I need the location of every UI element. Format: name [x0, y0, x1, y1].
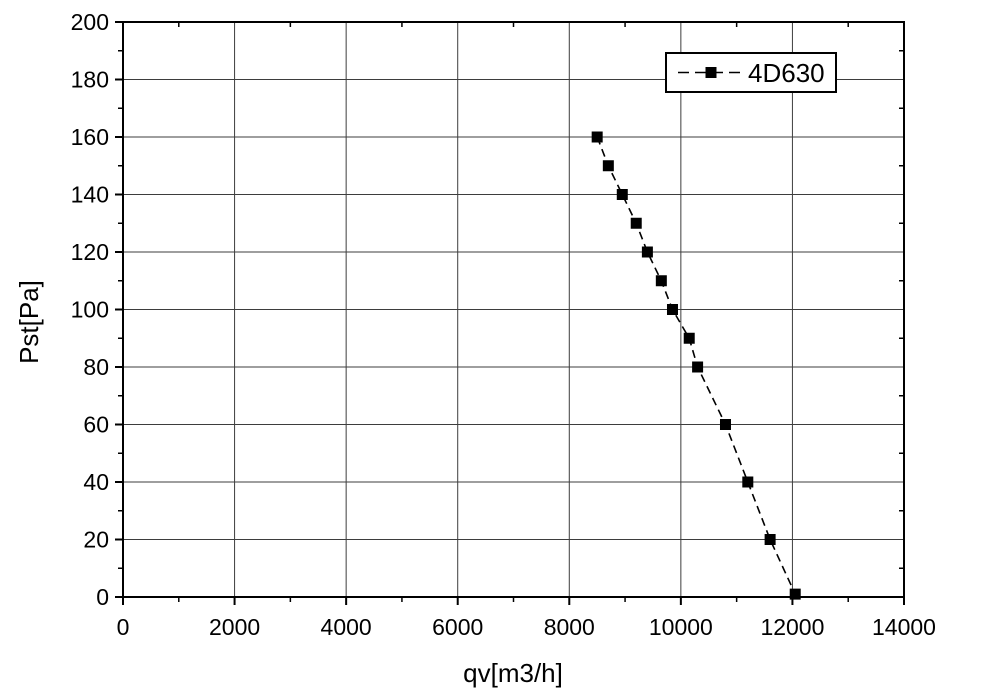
series-point-marker — [591, 131, 603, 143]
series-point-marker — [641, 246, 653, 258]
tick-labels: 0 2000 4000 6000 8000 10000 12000 14000 0 20 40 60 8… — [71, 9, 936, 640]
y-tick-label: 0 — [96, 584, 109, 610]
x-axis-title: qv[m3/h] — [463, 658, 563, 688]
x-tick-label: 2000 — [209, 614, 260, 640]
y-tick-label: 140 — [71, 182, 109, 208]
y-tick-label: 20 — [83, 527, 109, 553]
x-tick-label: 12000 — [760, 614, 824, 640]
y-tick-label: 40 — [83, 469, 109, 495]
x-tick-label: 0 — [117, 614, 130, 640]
legend: 4D630 — [665, 52, 837, 93]
series-point-marker — [683, 332, 695, 344]
x-tick-label: 10000 — [649, 614, 713, 640]
gridlines — [123, 22, 904, 597]
y-tick-label: 100 — [71, 297, 109, 323]
y-tick-label: 60 — [83, 412, 109, 438]
y-tick-label: 160 — [71, 124, 109, 150]
legend-square-marker-icon — [705, 67, 717, 78]
series-point-marker — [742, 476, 754, 488]
series-point-marker — [616, 189, 628, 200]
series-point-marker — [719, 419, 731, 430]
series-point-marker — [666, 304, 678, 315]
legend-box — [665, 52, 837, 93]
x-tick-label: 6000 — [432, 614, 483, 640]
y-axis-title: Pst[Pa] — [14, 280, 44, 364]
series-point-marker — [789, 588, 801, 600]
x-tick-label: 4000 — [321, 614, 372, 640]
axis-ticks — [115, 21, 905, 605]
series-point-marker — [692, 361, 704, 373]
data-series — [591, 131, 801, 600]
y-tick-label: 80 — [83, 354, 109, 380]
x-tick-label: 14000 — [872, 614, 936, 640]
y-tick-label: 120 — [71, 239, 109, 265]
legend-entry-label: 4D630 — [748, 58, 825, 88]
y-tick-label: 200 — [71, 9, 109, 35]
series-point-marker — [630, 217, 642, 229]
y-tick-label: 180 — [71, 67, 109, 93]
axis-titles: qv[m3/h] Pst[Pa] — [14, 280, 563, 688]
series-point-marker — [764, 534, 776, 545]
series-point-marker — [602, 160, 614, 172]
series-point-marker — [655, 275, 667, 287]
x-tick-label: 8000 — [544, 614, 595, 640]
